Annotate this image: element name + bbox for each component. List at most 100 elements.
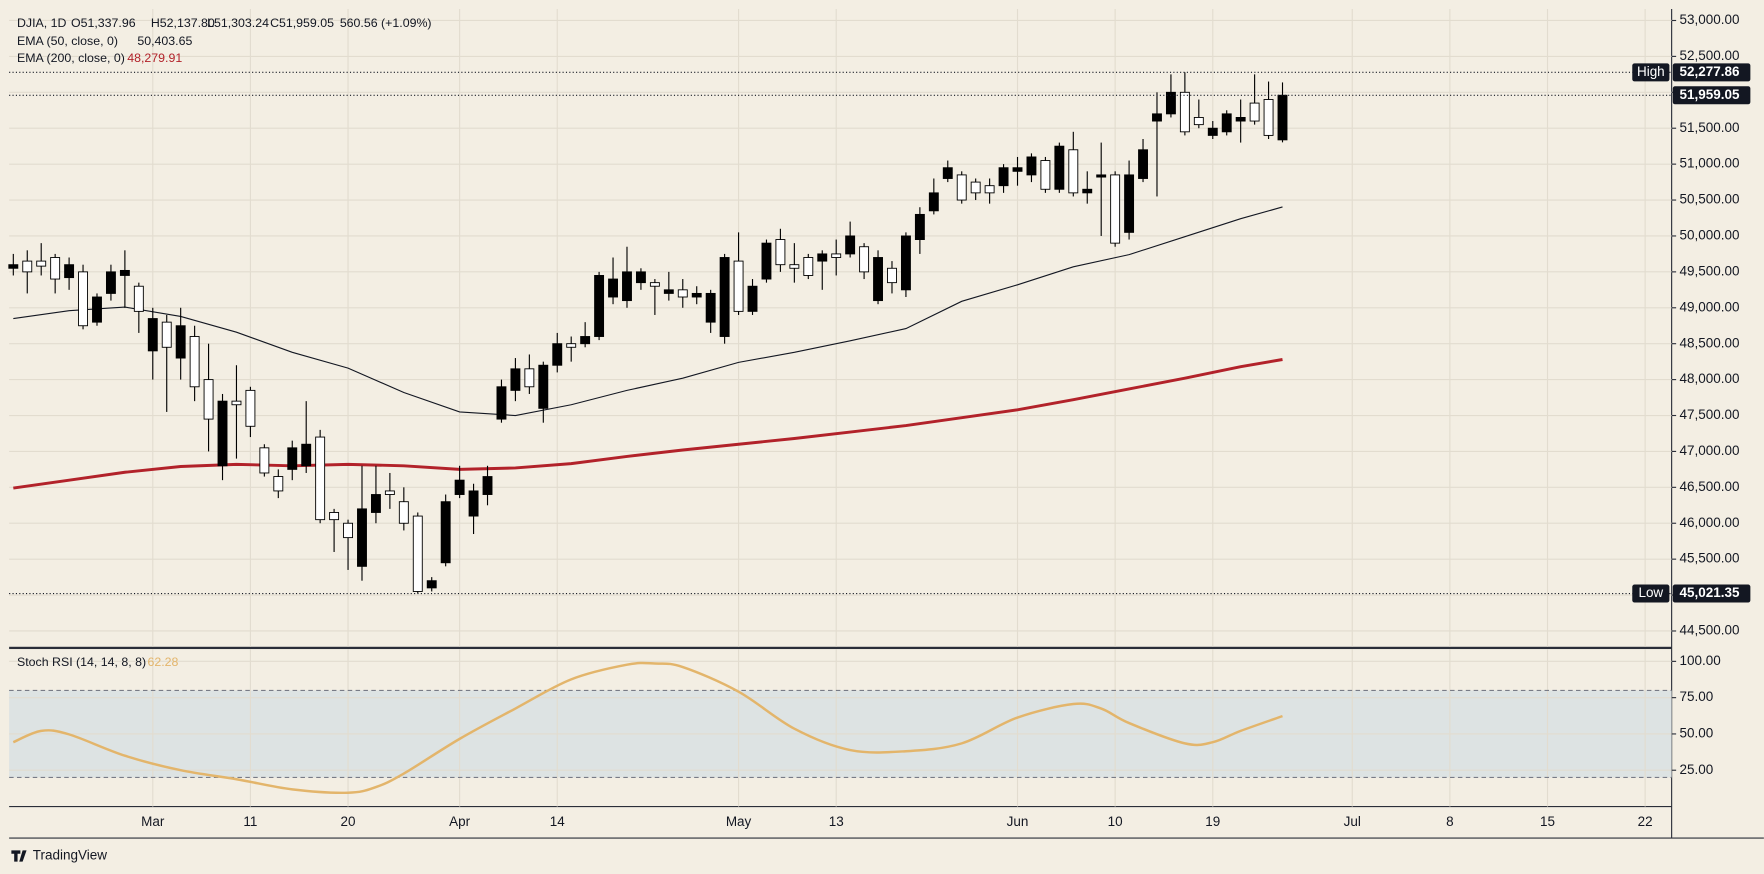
y-tick-label: 48,500.00 bbox=[1680, 335, 1740, 350]
y-tick-label: 49,000.00 bbox=[1680, 299, 1740, 314]
x-tick-label: Jul bbox=[1344, 814, 1361, 829]
x-tick-label: Apr bbox=[449, 814, 470, 829]
x-tick-label: 15 bbox=[1540, 814, 1555, 829]
candle-body bbox=[887, 267, 897, 284]
candle-body bbox=[789, 264, 800, 269]
candle-body bbox=[343, 522, 353, 539]
price-tag-label: 45,021.35 bbox=[1680, 585, 1740, 600]
symbol: DJIA, 1D bbox=[17, 16, 67, 30]
legend-name: EMA (200, close, 0) bbox=[17, 51, 125, 65]
y-tick-label: 46,500.00 bbox=[1680, 479, 1740, 494]
x-tick-label: 11 bbox=[243, 814, 257, 829]
candle-body bbox=[384, 490, 395, 495]
candle-body bbox=[36, 260, 47, 267]
y-tick-label: 50.00 bbox=[1680, 726, 1714, 741]
candle-body bbox=[622, 271, 632, 302]
y-tick-label: 100.00 bbox=[1680, 653, 1721, 668]
y-tick-label: 47,000.00 bbox=[1680, 443, 1740, 458]
candle-body bbox=[649, 282, 660, 287]
legend-value: 62.28 bbox=[147, 655, 178, 669]
ohlc-label: O51,337.96 bbox=[71, 16, 136, 30]
candle-body bbox=[928, 192, 939, 212]
candle-body bbox=[231, 400, 242, 406]
candle-body bbox=[1012, 167, 1023, 172]
candle-body bbox=[914, 213, 925, 240]
candle-body bbox=[566, 343, 577, 348]
y-tick-label: 48,000.00 bbox=[1680, 371, 1740, 386]
candle-body bbox=[1124, 174, 1135, 233]
legend-value: 48,279.91 bbox=[127, 51, 182, 65]
candle-body bbox=[677, 289, 688, 298]
candle-body bbox=[64, 264, 75, 279]
candle-body bbox=[22, 260, 33, 273]
candle-body bbox=[998, 167, 1009, 187]
candle-body bbox=[203, 379, 214, 420]
candle-body bbox=[608, 278, 618, 298]
legend-value: 50,403.65 bbox=[137, 34, 192, 48]
candle-body bbox=[733, 260, 744, 312]
candle-body bbox=[468, 490, 479, 517]
candle-body bbox=[1165, 91, 1176, 115]
candle-body bbox=[273, 476, 284, 492]
candle-body bbox=[900, 235, 911, 291]
candle-body bbox=[1152, 113, 1162, 122]
x-tick-label: Jun bbox=[1007, 814, 1029, 829]
series-line bbox=[13, 206, 1283, 417]
candle-body bbox=[594, 275, 605, 337]
candle-body bbox=[482, 476, 493, 495]
candle-body bbox=[259, 447, 270, 474]
candle-body bbox=[454, 479, 465, 495]
candle-body bbox=[524, 368, 535, 388]
x-tick-label: 20 bbox=[341, 814, 356, 829]
candle-body bbox=[440, 501, 451, 564]
candle-body bbox=[970, 181, 981, 194]
candle-body bbox=[315, 436, 326, 521]
price-tag-label: 52,277.86 bbox=[1680, 64, 1740, 79]
y-tick-label: 45,500.00 bbox=[1680, 551, 1740, 566]
y-tick-label: 51,000.00 bbox=[1680, 156, 1740, 171]
candle-body bbox=[1249, 102, 1260, 122]
legend-name: EMA (50, close, 0) bbox=[17, 34, 118, 48]
candle-body bbox=[510, 368, 521, 391]
series-line bbox=[12, 661, 1283, 795]
ohlc-label: H52,137.80 bbox=[151, 16, 215, 30]
candle-body bbox=[175, 325, 186, 359]
candle-body bbox=[691, 292, 702, 298]
candle-body bbox=[1082, 188, 1093, 194]
candle-body bbox=[747, 285, 758, 312]
pane-separator bbox=[9, 646, 1672, 650]
candle-body bbox=[50, 257, 61, 280]
candle-body bbox=[1068, 149, 1079, 194]
candle-body bbox=[873, 257, 883, 302]
candle-body bbox=[1096, 174, 1107, 178]
candle-body bbox=[1235, 117, 1246, 122]
marker-tag-label: High bbox=[1637, 64, 1665, 79]
candle-body bbox=[538, 364, 549, 409]
y-tick-label: 50,500.00 bbox=[1680, 192, 1740, 207]
candle-body bbox=[217, 400, 228, 467]
candle-body bbox=[761, 242, 772, 280]
candle-body bbox=[1026, 156, 1037, 176]
price-tag bbox=[1672, 584, 1751, 603]
x-tick-label: 14 bbox=[550, 814, 565, 829]
ohlc-label: 560.56 (+1.09%) bbox=[340, 16, 432, 30]
candle-body bbox=[1138, 149, 1148, 179]
candle-body bbox=[1179, 91, 1190, 133]
y-tick-label: 75.00 bbox=[1680, 689, 1714, 704]
candle-body bbox=[245, 389, 256, 427]
brand-name: TradingView bbox=[33, 848, 107, 863]
candle-body bbox=[775, 239, 786, 266]
candle-body bbox=[705, 292, 716, 323]
candle-body bbox=[942, 167, 953, 179]
ohlc-label: C51,959.05 bbox=[270, 16, 334, 30]
y-tick-label: 46,000.00 bbox=[1680, 515, 1740, 530]
candle-body bbox=[147, 318, 158, 352]
candle-body bbox=[663, 289, 674, 294]
candle-body bbox=[1221, 113, 1232, 133]
candle-body bbox=[398, 501, 409, 524]
candle-body bbox=[956, 174, 967, 201]
x-tick-label: 22 bbox=[1638, 814, 1653, 829]
candle-body bbox=[496, 386, 507, 420]
candle-body bbox=[357, 508, 367, 567]
